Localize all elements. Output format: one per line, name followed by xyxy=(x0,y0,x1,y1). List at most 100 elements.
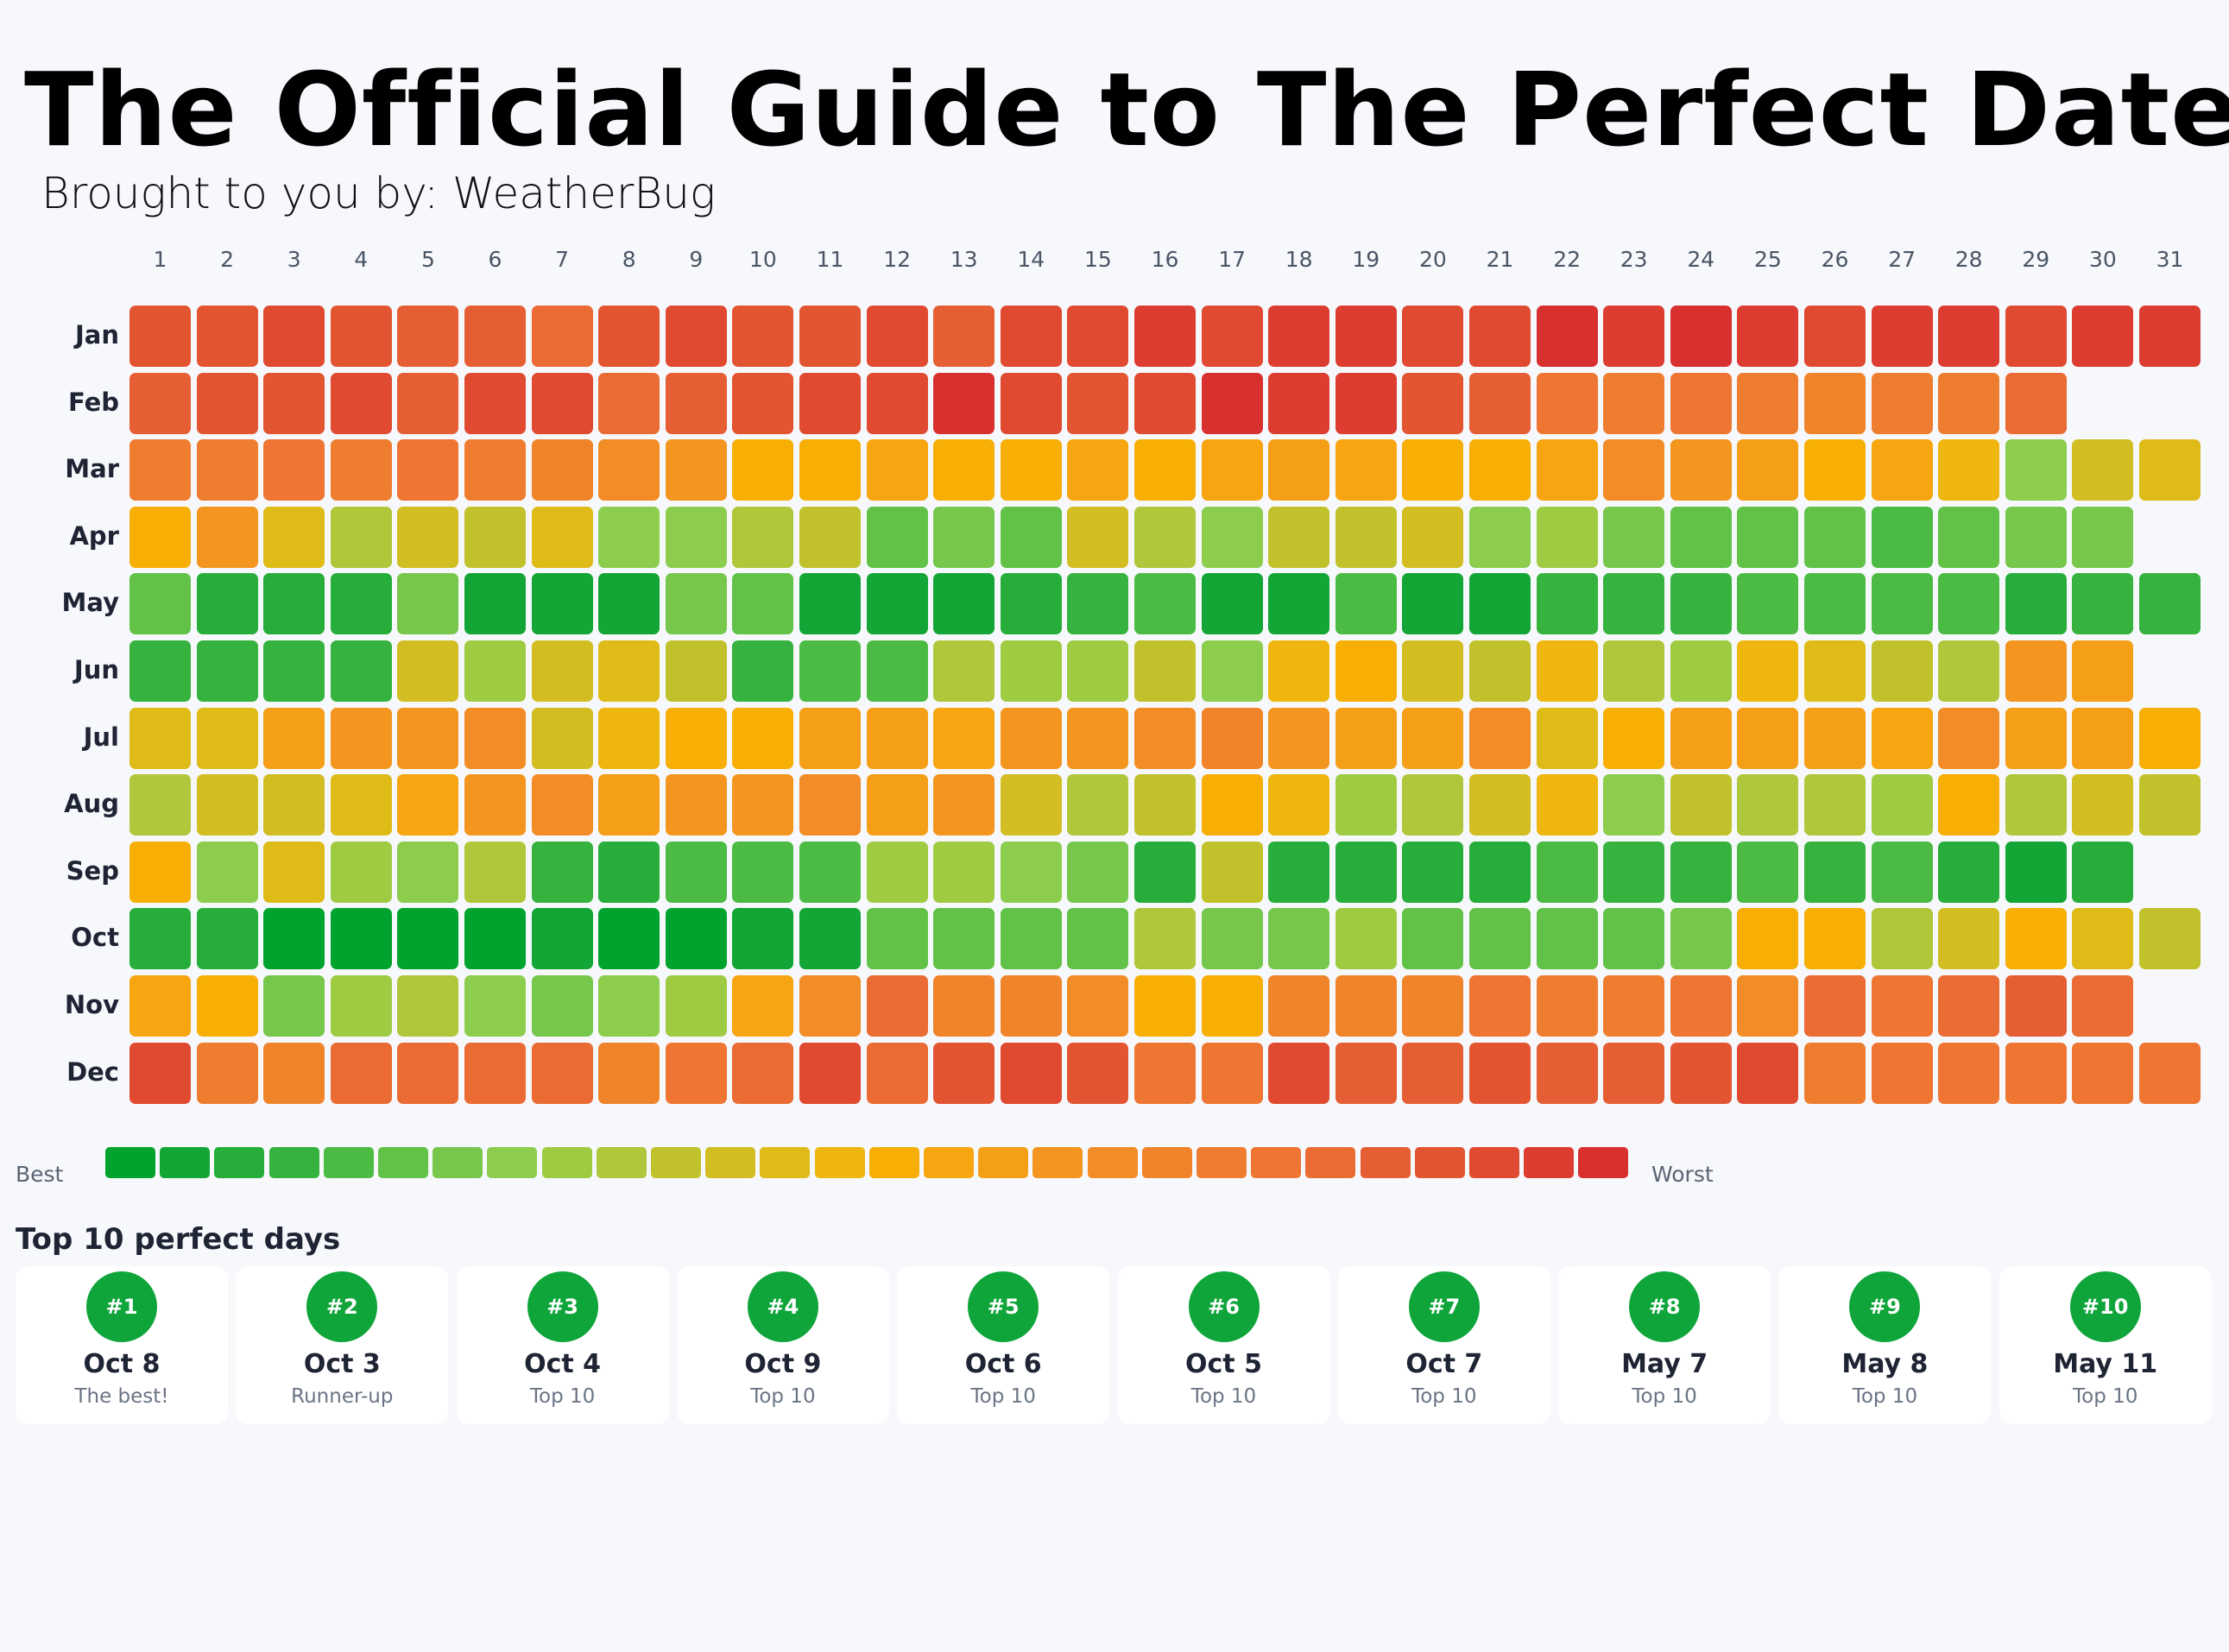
heatmap-cell[interactable] xyxy=(1134,908,1196,970)
heatmap-cell[interactable] xyxy=(263,640,325,702)
heatmap-cell[interactable] xyxy=(1201,707,1263,769)
heatmap-cell[interactable] xyxy=(732,1042,794,1104)
heatmap-cell[interactable] xyxy=(598,841,660,903)
heatmap-cell[interactable] xyxy=(732,372,794,434)
heatmap-cell[interactable] xyxy=(1871,774,1933,836)
heatmap-cell[interactable] xyxy=(1335,774,1397,836)
heatmap-cell[interactable] xyxy=(1670,640,1732,702)
heatmap-cell[interactable] xyxy=(1134,841,1196,903)
heatmap-cell[interactable] xyxy=(1603,372,1665,434)
heatmap-cell[interactable] xyxy=(531,774,593,836)
heatmap-cell[interactable] xyxy=(1402,774,1464,836)
heatmap-cell[interactable] xyxy=(531,372,593,434)
heatmap-cell[interactable] xyxy=(531,841,593,903)
heatmap-cell[interactable] xyxy=(464,306,526,367)
heatmap-cell[interactable] xyxy=(2005,908,2067,970)
heatmap-cell[interactable] xyxy=(1268,439,1330,501)
heatmap-cell[interactable] xyxy=(464,707,526,769)
heatmap-cell[interactable] xyxy=(1268,908,1330,970)
heatmap-cell[interactable] xyxy=(263,372,325,434)
heatmap-cell[interactable] xyxy=(1603,439,1665,501)
heatmap-cell[interactable] xyxy=(799,841,861,903)
heatmap-cell[interactable] xyxy=(1201,372,1263,434)
heatmap-cell[interactable] xyxy=(2072,306,2134,367)
heatmap-cell[interactable] xyxy=(464,975,526,1037)
heatmap-cell[interactable] xyxy=(1670,908,1732,970)
heatmap-cell[interactable] xyxy=(1134,439,1196,501)
heatmap-cell[interactable] xyxy=(330,573,392,635)
heatmap-cell[interactable] xyxy=(1402,506,1464,568)
heatmap-cell[interactable] xyxy=(1938,372,2000,434)
heatmap-cell[interactable] xyxy=(1268,841,1330,903)
heatmap-cell[interactable] xyxy=(598,439,660,501)
heatmap-cell[interactable] xyxy=(2072,707,2134,769)
heatmap-cell[interactable] xyxy=(866,841,928,903)
heatmap-cell[interactable] xyxy=(1737,306,1799,367)
heatmap-cell[interactable] xyxy=(2139,908,2201,970)
heatmap-cell[interactable] xyxy=(1201,774,1263,836)
heatmap-cell[interactable] xyxy=(531,1042,593,1104)
heatmap-cell[interactable] xyxy=(531,306,593,367)
heatmap-cell[interactable] xyxy=(1737,908,1799,970)
heatmap-cell[interactable] xyxy=(1469,707,1531,769)
heatmap-cell[interactable] xyxy=(129,975,191,1037)
heatmap-cell[interactable] xyxy=(2072,1042,2134,1104)
heatmap-cell[interactable] xyxy=(196,506,258,568)
heatmap-cell[interactable] xyxy=(2005,1042,2067,1104)
heatmap-cell[interactable] xyxy=(1938,707,2000,769)
top10-card[interactable]: #3 Oct 4 Top 10 xyxy=(456,1266,669,1424)
heatmap-cell[interactable] xyxy=(531,506,593,568)
heatmap-cell[interactable] xyxy=(1201,908,1263,970)
heatmap-cell[interactable] xyxy=(1871,506,1933,568)
heatmap-cell[interactable] xyxy=(933,707,995,769)
heatmap-cell[interactable] xyxy=(1201,306,1263,367)
heatmap-cell[interactable] xyxy=(330,372,392,434)
heatmap-cell[interactable] xyxy=(732,506,794,568)
heatmap-cell[interactable] xyxy=(1134,774,1196,836)
heatmap-cell[interactable] xyxy=(1670,439,1732,501)
top10-card[interactable]: #4 Oct 9 Top 10 xyxy=(676,1266,889,1424)
heatmap-cell[interactable] xyxy=(397,1042,459,1104)
heatmap-cell[interactable] xyxy=(1670,707,1732,769)
heatmap-cell[interactable] xyxy=(1804,640,1866,702)
heatmap-cell[interactable] xyxy=(1670,506,1732,568)
heatmap-cell[interactable] xyxy=(732,439,794,501)
heatmap-cell[interactable] xyxy=(263,573,325,635)
heatmap-cell[interactable] xyxy=(933,640,995,702)
heatmap-cell[interactable] xyxy=(799,506,861,568)
heatmap-cell[interactable] xyxy=(330,306,392,367)
heatmap-cell[interactable] xyxy=(866,306,928,367)
heatmap-cell[interactable] xyxy=(1737,774,1799,836)
heatmap-cell[interactable] xyxy=(1201,841,1263,903)
heatmap-cell[interactable] xyxy=(1737,975,1799,1037)
heatmap-cell[interactable] xyxy=(531,975,593,1037)
heatmap-cell[interactable] xyxy=(1402,841,1464,903)
heatmap-cell[interactable] xyxy=(1134,306,1196,367)
heatmap-cell[interactable] xyxy=(1335,707,1397,769)
heatmap-cell[interactable] xyxy=(1469,506,1531,568)
heatmap-cell[interactable] xyxy=(464,573,526,635)
heatmap-cell[interactable] xyxy=(1067,1042,1129,1104)
heatmap-cell[interactable] xyxy=(866,506,928,568)
heatmap-cell[interactable] xyxy=(1536,439,1598,501)
heatmap-cell[interactable] xyxy=(1335,372,1397,434)
heatmap-cell[interactable] xyxy=(330,506,392,568)
heatmap-cell[interactable] xyxy=(1402,707,1464,769)
heatmap-cell[interactable] xyxy=(2072,841,2134,903)
heatmap-cell[interactable] xyxy=(1268,506,1330,568)
heatmap-cell[interactable] xyxy=(665,1042,727,1104)
heatmap-cell[interactable] xyxy=(263,306,325,367)
heatmap-cell[interactable] xyxy=(129,640,191,702)
heatmap-cell[interactable] xyxy=(1268,975,1330,1037)
heatmap-cell[interactable] xyxy=(933,1042,995,1104)
heatmap-cell[interactable] xyxy=(1067,306,1129,367)
heatmap-cell[interactable] xyxy=(1201,506,1263,568)
heatmap-cell[interactable] xyxy=(129,707,191,769)
heatmap-cell[interactable] xyxy=(196,774,258,836)
heatmap-cell[interactable] xyxy=(598,707,660,769)
heatmap-cell[interactable] xyxy=(1000,774,1062,836)
heatmap-cell[interactable] xyxy=(1536,506,1598,568)
heatmap-cell[interactable] xyxy=(2139,774,2201,836)
heatmap-cell[interactable] xyxy=(2005,439,2067,501)
heatmap-cell[interactable] xyxy=(397,306,459,367)
